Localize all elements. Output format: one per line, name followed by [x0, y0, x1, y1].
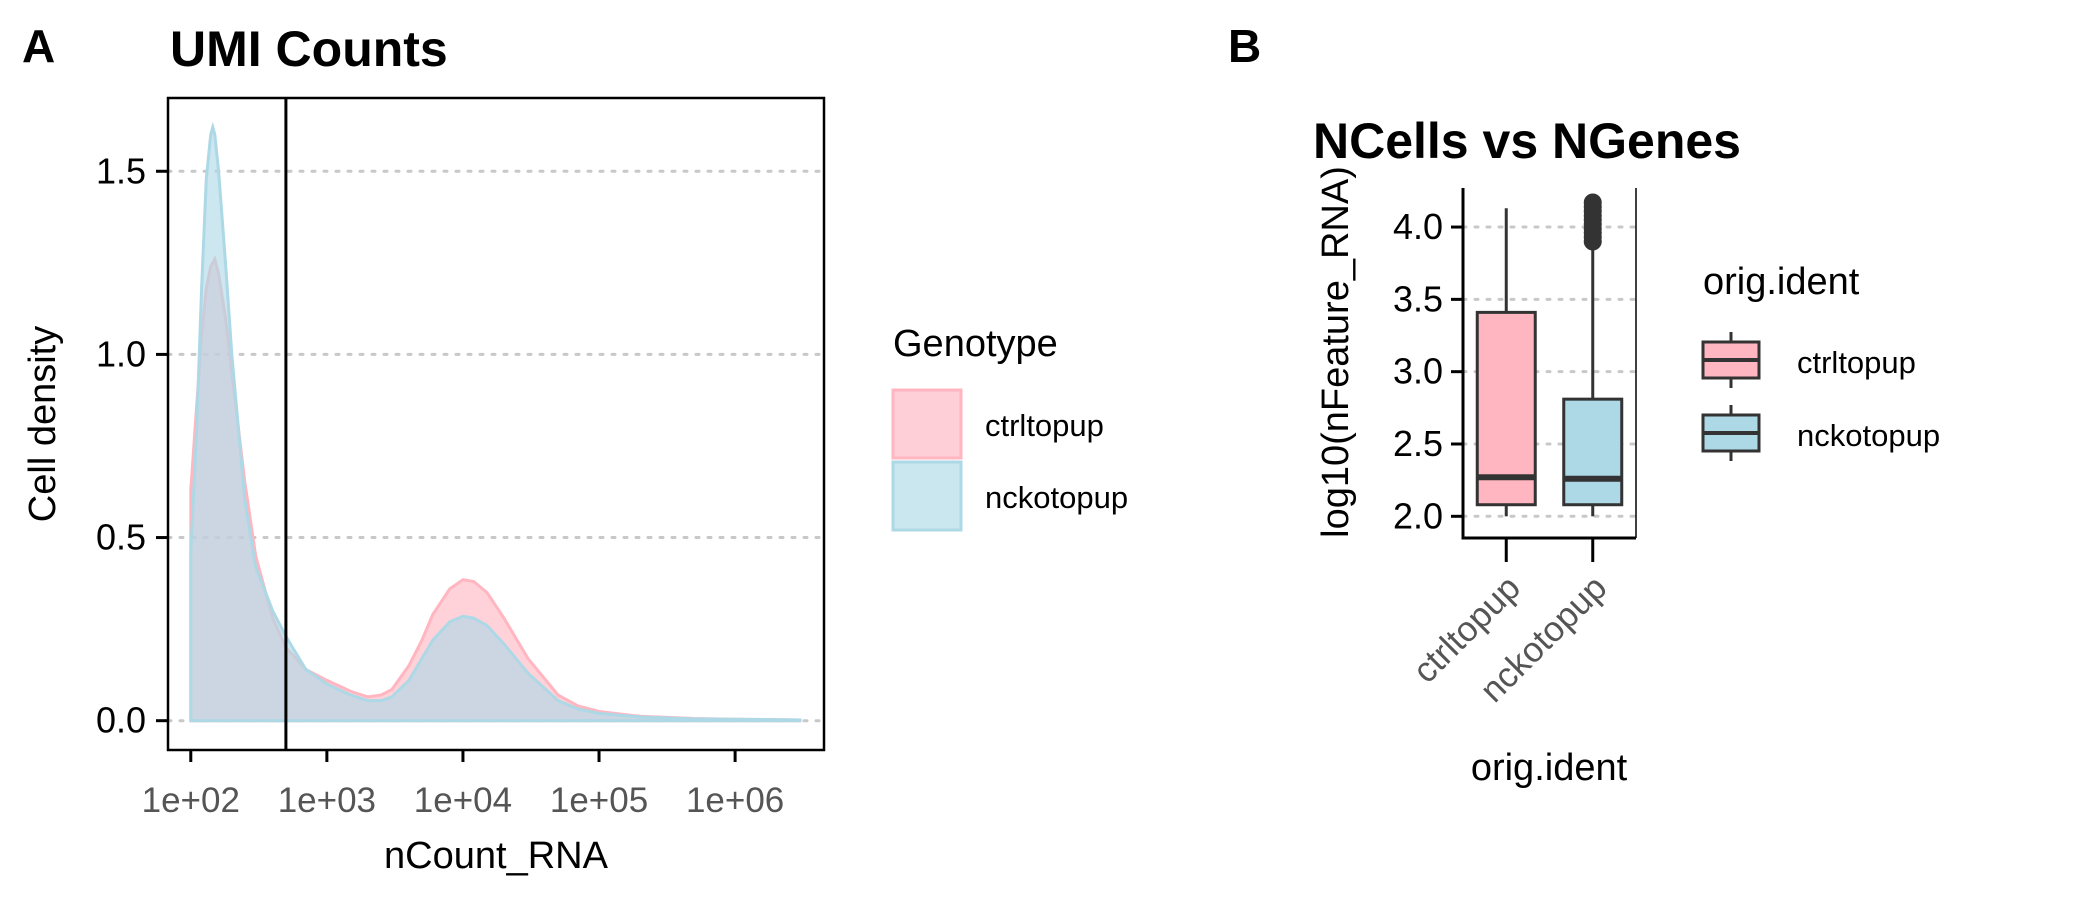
axis-lines-b [1461, 188, 1636, 540]
legend-title-b: orig.ident [1703, 261, 1860, 303]
plot-panel-border-a [166, 96, 826, 752]
legend-b: orig.ident ctrltopup nckotopup [1701, 261, 1940, 461]
legend-a: Genotype ctrltopup nckotopup [891, 323, 1128, 532]
panel-a: A UMI Counts 0.00.51.01.5 1e+02 1e+03 1e+0… [22, 20, 1128, 877]
density-area-nckotopup [189, 121, 802, 723]
legend-swatch-ctrltopup [891, 388, 963, 460]
y-tick-label-b-2: 3.0 [1393, 351, 1443, 392]
x-tick-label-a-4: 1e+06 [686, 781, 784, 820]
x-tick-label-a-2: 1e+04 [414, 781, 512, 820]
chart-title-a: UMI Counts [170, 21, 448, 77]
x-tick-label-a-0: 1e+02 [142, 781, 240, 820]
outlier-nckotopup-9 [1583, 193, 1602, 212]
y-tick-label-a-3: 1.5 [96, 150, 146, 191]
y-tick-label-a-2: 1.0 [96, 333, 146, 374]
y-tick-label-b-3: 3.5 [1393, 278, 1443, 319]
legend-key-ctrltopup [1701, 332, 1761, 388]
legend-label-nckotopup-b: nckotopup [1797, 418, 1940, 453]
y-tick-label-a-0: 0.0 [96, 700, 146, 741]
box-ctrltopup [1475, 310, 1537, 507]
boxplot-nckotopup [1562, 193, 1624, 517]
y-axis-b: 2.0 2.5 3.0 3.5 4.0 [1393, 206, 1463, 536]
box-nckotopup [1562, 397, 1624, 507]
legend-label-ctrltopup: ctrltopup [985, 408, 1104, 443]
y-tick-label-b-4: 4.0 [1393, 206, 1443, 247]
x-tick-label-a-3: 1e+05 [550, 781, 648, 820]
legend-swatch-nckotopup [891, 460, 963, 532]
legend-title-a: Genotype [893, 323, 1058, 365]
y-axis-title-b: log10(nFeature_RNA) [1315, 166, 1357, 538]
legend-label-ctrltopup-b: ctrltopup [1797, 345, 1916, 380]
x-tick-label-a-1: 1e+03 [278, 781, 376, 820]
density-areas [189, 121, 802, 723]
y-tick-label-b-0: 2.0 [1393, 495, 1443, 536]
panel-letter-a: A [22, 20, 55, 72]
y-axis-a: 0.0 0.5 1.0 1.5 [96, 150, 168, 741]
boxplots [1475, 193, 1624, 517]
x-axis-a: 1e+02 1e+03 1e+04 1e+05 1e+06 [142, 750, 784, 820]
boxplot-ctrltopup [1475, 208, 1537, 517]
x-axis-title-b: orig.ident [1471, 747, 1628, 789]
chart-title-b: NCells vs NGenes [1313, 113, 1741, 169]
legend-label-nckotopup: nckotopup [985, 480, 1128, 515]
panel-letter-b: B [1228, 20, 1261, 72]
y-tick-label-b-1: 2.5 [1393, 423, 1443, 464]
y-tick-label-a-1: 0.5 [96, 517, 146, 558]
legend-key-nckotopup [1701, 405, 1761, 461]
y-axis-title-a: Cell density [22, 326, 64, 522]
x-axis-title-a: nCount_RNA [384, 835, 609, 877]
